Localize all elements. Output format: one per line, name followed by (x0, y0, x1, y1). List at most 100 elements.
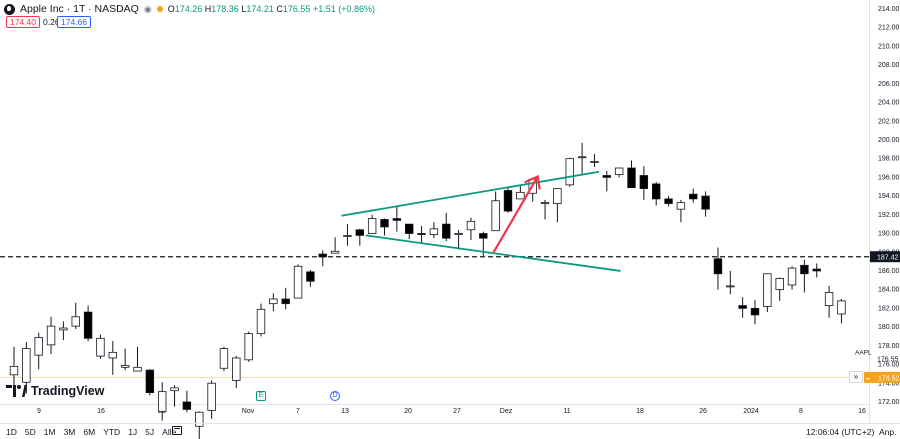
candle-body-down (306, 271, 315, 282)
candle (404, 223, 414, 240)
time-tick-label: 18 (636, 408, 644, 415)
price-tick-label: 176.00 (878, 362, 900, 369)
candle (491, 191, 500, 232)
time-tick-label: 2024 (743, 408, 759, 415)
dividend-event-icon[interactable]: D (330, 391, 340, 401)
candle (120, 348, 130, 371)
clock-timezone[interactable]: 12:06:04 (UTC+2) (806, 427, 875, 437)
candle (417, 226, 426, 243)
range-1m-button[interactable]: 1M (43, 427, 56, 437)
candle (676, 199, 686, 223)
candle (664, 196, 673, 207)
drawings[interactable] (341, 170, 621, 272)
sell-button[interactable]: 174.40 (6, 16, 40, 28)
candle-body-down (281, 298, 290, 305)
earnings-event-icon[interactable]: E (256, 391, 266, 401)
price-tick-label: 194.00 (878, 193, 900, 200)
price-tick-label: 198.00 (878, 156, 900, 163)
candle (133, 346, 142, 372)
candle (466, 217, 476, 241)
range-1j-button[interactable]: 1J (128, 427, 138, 437)
candle-body-down (713, 258, 723, 275)
candle-body-up (96, 337, 105, 357)
price-tick-label: 202.00 (878, 118, 900, 125)
candle-body-up (775, 278, 784, 291)
range-ytd-button[interactable]: YTD (103, 427, 121, 437)
candle (713, 247, 723, 290)
candle (96, 334, 105, 359)
candle (614, 167, 624, 178)
candle (306, 270, 315, 287)
candle-body-up (837, 300, 846, 315)
candle (565, 157, 574, 187)
bid-price-tag (864, 371, 900, 383)
price-tick-label: 182.00 (878, 305, 900, 312)
price-tick-label: 212.00 (878, 25, 900, 32)
candle-body-down (800, 264, 809, 275)
candle-body-down (318, 253, 327, 258)
candle-body-up (269, 298, 278, 305)
time-tick-label: Dez (500, 408, 513, 415)
price-tick-label: 172.00 (878, 399, 900, 406)
candle (367, 214, 377, 234)
candle (429, 222, 439, 239)
candle (22, 342, 31, 394)
time-tick-label: 8 (799, 408, 803, 415)
chart-header: Apple Inc · 1T · NASDAQ ◉ O174.26 H178.3… (4, 2, 375, 16)
price-tick-label: 190.00 (878, 231, 900, 238)
price-tick-label: 178.00 (878, 343, 900, 350)
candle-body-up (429, 228, 439, 235)
candle (750, 299, 760, 325)
time-tick-label: 9 (37, 408, 41, 415)
bottom-toolbar: 1D 5D 1M 3M 6M YTD 1J 5J Alle 12:06:04 (… (0, 423, 900, 439)
range-buttons: 1D 5D 1M 3M 6M YTD 1J 5J Alle (6, 427, 176, 437)
candle (590, 153, 599, 168)
price-tick-label: 214.00 (878, 6, 900, 13)
candle-body-up (46, 325, 56, 346)
range-all-button[interactable]: Alle (162, 427, 177, 437)
apple-logo-icon (4, 3, 15, 15)
candle (738, 297, 747, 318)
candle (244, 331, 253, 362)
time-tick-label: 11 (563, 408, 570, 415)
bid-price-tag-marker: ▪▪ (866, 376, 870, 382)
candle-body-up (726, 285, 735, 288)
range-1d-button[interactable]: 1D (6, 427, 17, 437)
candle-body-down (750, 307, 760, 316)
candle (775, 277, 784, 301)
hline-price-tag (870, 251, 900, 263)
candle-body-down (652, 183, 661, 200)
buy-button[interactable]: 174.66 (57, 16, 91, 28)
candle (726, 270, 735, 295)
candle-body-down (417, 233, 426, 235)
candle (219, 346, 229, 372)
time-axis[interactable]: 91623Nov7132027Dez1118262024816 (0, 404, 869, 416)
candle-body-down (404, 223, 414, 234)
range-5j-button[interactable]: 5J (145, 427, 155, 437)
range-3m-button[interactable]: 3M (63, 427, 76, 437)
calendar-icon[interactable] (172, 426, 182, 435)
arrow-head (524, 174, 541, 190)
candle (577, 142, 587, 175)
symbol-title[interactable]: Apple Inc · 1T · NASDAQ (20, 3, 139, 15)
candle-body-up (367, 218, 377, 234)
candle-body-up (256, 308, 266, 335)
candle (800, 259, 809, 293)
candle-body-down (812, 268, 821, 272)
candle-body-up (219, 348, 229, 369)
price-tick-label: 204.00 (878, 100, 900, 107)
range-5d-button[interactable]: 5D (24, 427, 36, 437)
market-status-dot[interactable] (156, 6, 163, 12)
candle-body-up (491, 200, 500, 232)
scroll-to-realtime-button[interactable]: » (849, 371, 863, 383)
eye-icon[interactable]: ◉ (143, 3, 152, 14)
price-tick-label: 184.00 (878, 287, 900, 294)
candle-body-up (22, 348, 31, 383)
candle-body-up (590, 161, 599, 163)
candle-body-down (689, 193, 698, 200)
candle-body-down (503, 190, 513, 212)
adjust-button[interactable]: Anp. (879, 427, 897, 437)
price-axis-tags: 187.42 AAPL 176.55 ▪▪ 174.52 (855, 251, 900, 383)
range-6m-button[interactable]: 6M (83, 427, 96, 437)
